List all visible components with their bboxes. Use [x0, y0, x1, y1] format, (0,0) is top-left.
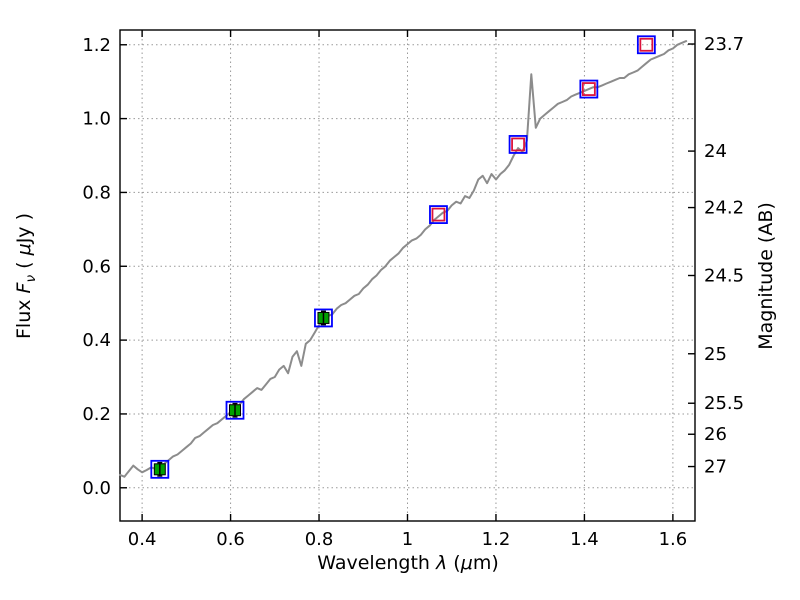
y-left-text3: Jy ) — [13, 212, 36, 244]
flux-subscript-nu: ν — [22, 274, 39, 283]
x-tick-label: 0.8 — [305, 529, 334, 550]
axes-border — [119, 29, 696, 522]
y-tick-label-left: 0.8 — [82, 182, 111, 203]
photometry-aperture-blue-marker — [225, 400, 245, 420]
y-tick-label-left: 1.0 — [82, 109, 111, 130]
micro-symbol: μ — [460, 552, 473, 574]
x-label-text2: ( — [447, 552, 461, 574]
photometry-aperture-blue-marker — [429, 205, 448, 224]
photometry-aperture-blue-marker — [508, 135, 528, 154]
y-tick-label-left: 0.0 — [82, 478, 111, 499]
x-axis-label: Wavelength λ (μm) — [317, 552, 498, 574]
magnitude-tick-label: 27 — [704, 457, 727, 478]
y-left-text2: ( — [13, 255, 36, 275]
x-tick-label: 1.4 — [570, 529, 599, 550]
magnitude-tick-label: 26 — [704, 424, 727, 445]
x-label-text3: m) — [472, 552, 499, 574]
x-tick-label: 1.2 — [482, 529, 511, 550]
y-tick-label-left: 0.4 — [82, 330, 111, 351]
y-tick-label-left: 0.6 — [82, 256, 111, 277]
x-tick-label: 0.4 — [128, 529, 157, 550]
flux-symbol: F — [13, 282, 36, 294]
x-label-text1: Wavelength — [317, 552, 437, 574]
photometry-model-red-marker — [431, 207, 446, 222]
y-tick-label-left: 1.2 — [82, 35, 111, 56]
magnitude-tick-label: 24.5 — [704, 266, 744, 287]
magnitude-tick-label: 25 — [704, 344, 727, 365]
photometry-aperture-blue-marker — [636, 35, 656, 55]
photometry-aperture-blue-marker — [314, 308, 333, 328]
photometry-model-red-marker — [511, 137, 525, 152]
magnitude-tick-label: 23.7 — [704, 34, 744, 55]
x-tick-label: 1 — [402, 529, 413, 550]
photometry-aperture-blue-marker — [579, 79, 599, 99]
y-axis-label-left: Flux Fν ( μJy ) — [13, 213, 39, 339]
magnitude-tick-label: 24 — [704, 141, 727, 162]
model-spectrum — [119, 40, 688, 478]
magnitude-tick-label: 25.5 — [704, 393, 744, 414]
y-axis-label-right: Magnitude (AB) — [755, 202, 777, 350]
photometry-model-red-marker — [639, 37, 654, 52]
x-tick-label: 1.6 — [659, 529, 688, 550]
y-left-text1: Flux — [13, 293, 36, 340]
micro-symbol: μ — [13, 243, 36, 256]
photometry-model-red-marker — [581, 82, 596, 96]
lambda-symbol: λ — [436, 552, 448, 574]
y-tick-label-left: 0.2 — [82, 404, 111, 425]
magnitude-tick-label: 24.2 — [704, 198, 744, 219]
photometry-aperture-blue-marker — [150, 459, 170, 479]
x-tick-label: 0.6 — [216, 529, 245, 550]
